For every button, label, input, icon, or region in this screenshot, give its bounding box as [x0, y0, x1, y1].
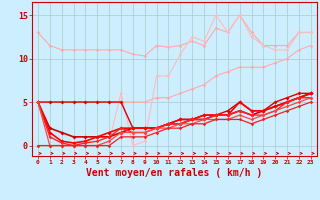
X-axis label: Vent moyen/en rafales ( km/h ): Vent moyen/en rafales ( km/h )	[86, 168, 262, 178]
